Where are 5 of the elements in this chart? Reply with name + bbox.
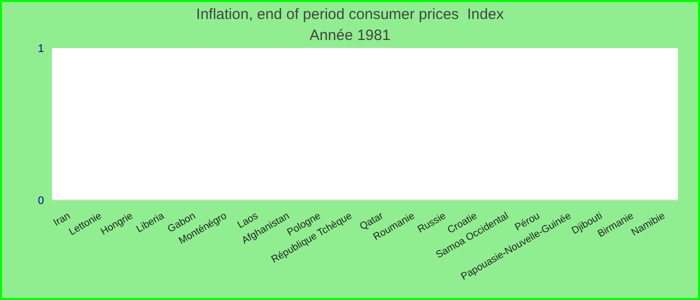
chart-title: Inflation, end of period consumer prices Index	[195, 6, 505, 23]
y-tick-label: 1	[38, 42, 44, 55]
chart-subtitle: Année 1981	[308, 27, 392, 44]
y-tick-label: 0	[38, 194, 44, 207]
x-tick-label: Iran	[52, 210, 72, 229]
